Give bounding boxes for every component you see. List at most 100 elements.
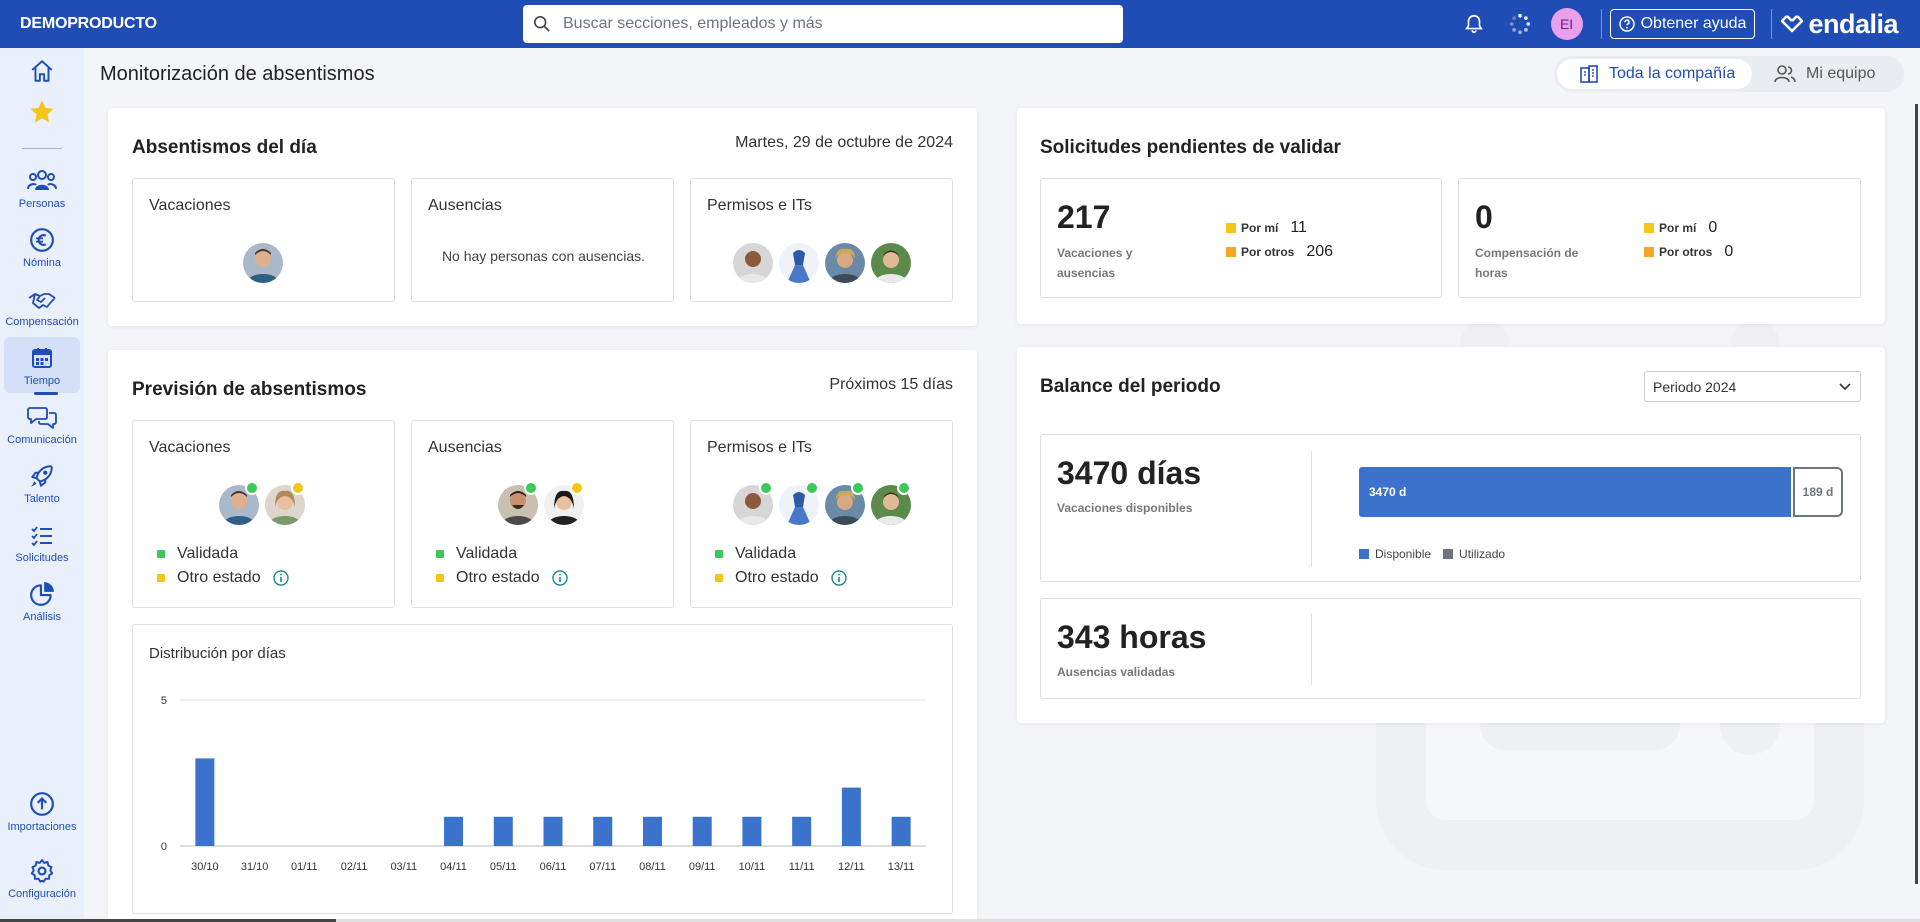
checklist-icon xyxy=(31,526,52,547)
avatar[interactable] xyxy=(823,241,867,285)
card-title: Previsión de absentismos xyxy=(132,379,367,400)
company-name[interactable]: DEMOPRODUCTO xyxy=(20,15,157,32)
vacations-requests-box[interactable]: 217 Vacaciones y ausencias Por mí 11 Por o… xyxy=(1040,178,1442,298)
pie-icon xyxy=(30,582,54,606)
forecast-permits-box: Permisos e ITs Validada Otro estado xyxy=(690,420,953,608)
sidebar-item-home[interactable] xyxy=(4,54,80,94)
comp-label-line-2: horas xyxy=(1475,266,1508,280)
today-date: Martes, 29 de octubre de 2024 xyxy=(735,134,953,151)
today-absences-box: Ausencias No hay personas con ausencias. xyxy=(411,178,674,302)
bar xyxy=(692,816,712,846)
bar xyxy=(891,816,911,846)
box-title: Vacaciones xyxy=(149,439,231,456)
avatar[interactable] xyxy=(731,241,775,285)
x-tick-label: 05/11 xyxy=(490,861,517,873)
status-dot-validated xyxy=(759,481,773,495)
vac-available-value: 3470 días xyxy=(1057,455,1202,491)
sidebar-item-importaciones[interactable]: Importaciones xyxy=(4,783,80,839)
sidebar-item-personas[interactable]: Personas xyxy=(4,160,80,216)
avatar[interactable] xyxy=(241,241,285,285)
bell-icon[interactable] xyxy=(1463,13,1485,35)
forecast-range: Próximos 15 días xyxy=(829,376,953,393)
card-title: Solicitudes pendientes de validar xyxy=(1040,137,1341,158)
vacations-balance-box: 3470 días Vacaciones disponibles 3470 d … xyxy=(1040,434,1861,582)
upload-icon xyxy=(30,792,54,816)
legend-validated: Validada xyxy=(436,545,517,563)
bar xyxy=(444,816,464,846)
x-tick-label: 13/11 xyxy=(888,861,915,873)
sidebar-item-nomina[interactable]: Nómina xyxy=(4,219,80,275)
people-icon xyxy=(27,170,57,190)
handshake-icon xyxy=(28,293,56,309)
sidebar-item-talento[interactable]: Talento xyxy=(4,455,80,511)
info-icon[interactable] xyxy=(830,570,847,586)
chart-title: Distribución por días xyxy=(149,645,286,662)
info-icon[interactable] xyxy=(551,570,568,586)
distribution-box: Distribución por días 0 5 30/10 31/10 01/11 0… xyxy=(132,624,953,914)
legend-used: Utilizado xyxy=(1459,547,1506,561)
sidebar-item-analisis[interactable]: Análisis xyxy=(4,573,80,629)
scope-company-button[interactable]: Toda la compañía xyxy=(1557,59,1752,89)
bar xyxy=(195,758,215,846)
avatar[interactable] xyxy=(869,241,913,285)
bar xyxy=(642,816,662,846)
help-button[interactable]: Obtener ayuda xyxy=(1609,9,1756,39)
endalia-logo-icon xyxy=(1781,15,1804,33)
loading-icon[interactable] xyxy=(1509,13,1531,35)
sidebar-item-configuracion[interactable]: Configuración xyxy=(4,850,80,906)
sidebar-item-compensacion[interactable]: Compensación xyxy=(4,278,80,334)
period-select[interactable]: Periodo 2024 xyxy=(1644,371,1861,402)
vertical-scrollbar[interactable] xyxy=(1912,104,1920,884)
box-title: Ausencias xyxy=(428,197,502,214)
bar-available[interactable]: 3470 d xyxy=(1359,467,1791,517)
x-tick-label: 06/11 xyxy=(540,861,567,873)
balance-legend: Disponible Utilizado xyxy=(1359,547,1505,561)
sidebar-item-solicitudes[interactable]: Solicitudes xyxy=(4,514,80,570)
sidebar: Personas Nómina Compensación Tiempo Comu… xyxy=(0,48,84,922)
question-icon xyxy=(1618,16,1635,32)
box-title: Permisos e ITs xyxy=(707,197,812,214)
scope-company-label: Toda la compañía xyxy=(1609,65,1736,82)
bar xyxy=(792,816,812,846)
gear-icon xyxy=(30,859,54,883)
search-box[interactable] xyxy=(523,5,1123,43)
sidebar-item-comunicacion[interactable]: Comunicación xyxy=(4,396,80,452)
avatar[interactable] xyxy=(777,483,821,527)
sidebar-item-favorites[interactable] xyxy=(4,96,80,136)
forecast-vacations-box: Vacaciones Validada Otro estado xyxy=(132,420,395,608)
endalia-logo[interactable]: endalia xyxy=(1780,9,1898,40)
sidebar-label: Comunicación xyxy=(7,434,77,446)
x-tick-label: 08/11 xyxy=(639,861,666,873)
status-dot-other xyxy=(570,481,584,495)
sidebar-divider xyxy=(22,148,62,149)
building-icon xyxy=(1580,65,1598,83)
forecast-absences-box: Ausencias Validada Otro estado xyxy=(411,420,674,608)
user-avatar[interactable]: EI xyxy=(1550,8,1583,40)
horizontal-scrollbar[interactable] xyxy=(0,919,1920,922)
scope-team-button[interactable]: Mi equipo xyxy=(1752,59,1891,89)
sidebar-label: Tiempo xyxy=(23,375,61,387)
x-tick-label: 11/11 xyxy=(789,861,815,873)
balance-bar: 3470 d 189 d xyxy=(1359,467,1843,517)
scope-toggle: Toda la compañía Mi equipo xyxy=(1554,56,1904,92)
box-title: Vacaciones xyxy=(149,197,231,214)
search-input[interactable] xyxy=(563,15,1123,33)
compensation-requests-box[interactable]: 0 Compensación de horas Por mí 0 Por otros… xyxy=(1458,178,1861,298)
split-label: Por otros xyxy=(1659,245,1713,259)
x-tick-label: 07/11 xyxy=(589,861,616,873)
sidebar-item-tiempo[interactable]: Tiempo xyxy=(4,337,80,395)
info-icon[interactable] xyxy=(272,570,289,586)
vac-by-me: Por mí 11 xyxy=(1226,219,1307,237)
x-tick-label: 04/11 xyxy=(440,861,467,873)
y-tick-label: 0 xyxy=(161,841,167,853)
legend-label: Otro estado xyxy=(177,569,261,586)
legend-available: Disponible xyxy=(1375,547,1432,561)
x-tick-label: 02/11 xyxy=(341,861,368,873)
vac-by-others: Por otros 206 xyxy=(1226,243,1333,261)
avatar[interactable] xyxy=(777,241,821,285)
bar-used[interactable]: 189 d xyxy=(1793,467,1843,517)
empty-message: No hay personas con ausencias. xyxy=(441,248,646,264)
help-label: Obtener ayuda xyxy=(1640,15,1747,32)
comp-by-me: Por mí 0 xyxy=(1644,219,1717,237)
scope-team-label: Mi equipo xyxy=(1806,65,1876,82)
